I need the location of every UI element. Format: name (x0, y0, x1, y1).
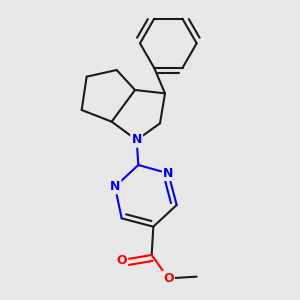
Text: N: N (131, 134, 142, 146)
Text: O: O (116, 254, 127, 266)
Text: N: N (110, 180, 120, 193)
Text: O: O (163, 272, 174, 285)
Text: N: N (163, 167, 173, 180)
